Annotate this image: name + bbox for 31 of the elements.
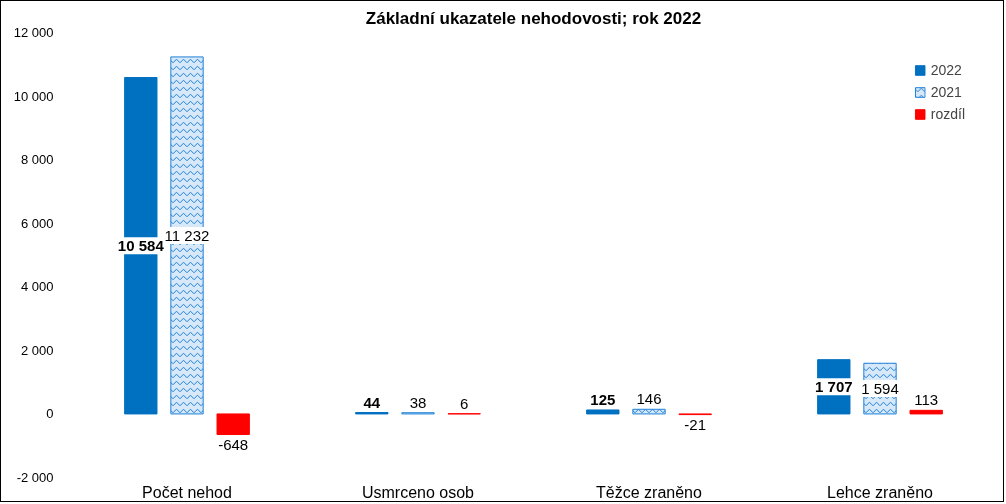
legend-label: 2022	[930, 62, 962, 78]
data-label: 44	[363, 393, 381, 411]
data-label: 113	[914, 391, 939, 409]
x-tick-label: Usmrceno osob	[361, 483, 475, 501]
bar	[216, 413, 250, 436]
y-tick-label: 8 000	[20, 152, 54, 168]
legend-label: 2021	[930, 84, 962, 100]
x-tick-label: Počet nehod	[142, 483, 232, 501]
data-label: 1 707	[815, 378, 853, 396]
data-label: 1 594	[861, 380, 899, 398]
data-label: 125	[590, 390, 616, 408]
data-label: 11 232	[164, 226, 210, 244]
y-tick-label: -2 000	[16, 470, 54, 485]
legend-label: rozdíl	[930, 106, 965, 122]
x-tick-label: Těžce zraněno	[596, 483, 703, 501]
data-label: -648	[218, 435, 249, 453]
x-tick-label: Lehce zraněno	[827, 483, 934, 501]
chart-title: Základní ukazatele nehodovosti; rok 2022	[365, 8, 702, 28]
y-tick-label: 4 000	[20, 279, 54, 295]
data-label: -21	[684, 415, 707, 433]
y-tick-label: 6 000	[20, 215, 54, 231]
data-label: 146	[636, 390, 662, 408]
y-tick-label: 2 000	[20, 342, 54, 358]
y-tick-label: 0	[46, 406, 54, 422]
y-tick-label: 12 000	[13, 25, 54, 40]
y-tick-label: 10 000	[13, 88, 54, 104]
data-label: 6	[460, 394, 469, 412]
data-label: 10 584	[117, 237, 165, 255]
bar	[586, 409, 620, 415]
data-label: 38	[409, 393, 427, 411]
bar	[909, 409, 943, 415]
